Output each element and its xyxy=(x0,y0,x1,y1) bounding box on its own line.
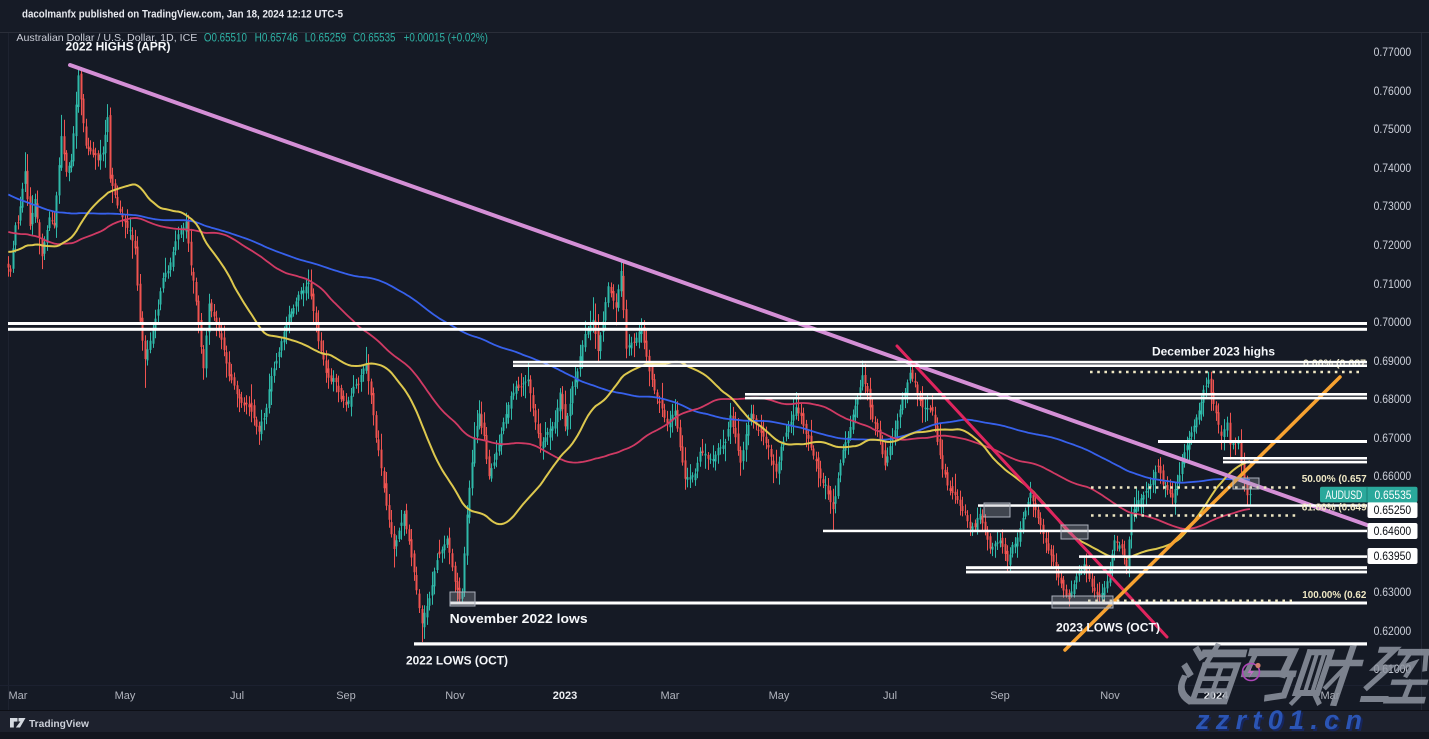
svg-text:Sep: Sep xyxy=(990,690,1010,702)
svg-text:50.00% (0.657: 50.00% (0.657 xyxy=(1302,474,1367,485)
svg-text:0.63950: 0.63950 xyxy=(1374,549,1412,563)
svg-text:May: May xyxy=(115,690,136,702)
svg-text:Mar: Mar xyxy=(661,690,680,702)
svg-text:zzrt01.cn: zzrt01.cn xyxy=(1195,705,1368,735)
svg-text:0.69000: 0.69000 xyxy=(1374,354,1412,368)
svg-text:L0.65259: L0.65259 xyxy=(305,31,347,45)
svg-text:O0.65510: O0.65510 xyxy=(204,31,247,45)
svg-text:Mar: Mar xyxy=(9,690,28,702)
svg-text:Jul: Jul xyxy=(230,690,244,702)
svg-text:Jul: Jul xyxy=(883,690,897,702)
svg-text:0.72000: 0.72000 xyxy=(1374,238,1412,252)
svg-text:+0.00015 (+0.02%): +0.00015 (+0.02%) xyxy=(404,31,488,45)
svg-text:H0.65746: H0.65746 xyxy=(255,31,299,45)
svg-text:0.67000: 0.67000 xyxy=(1374,431,1412,445)
svg-text:2022 HIGHS (APR): 2022 HIGHS (APR) xyxy=(66,42,171,54)
svg-text:Sep: Sep xyxy=(336,690,356,702)
svg-text:December 2023 highs: December 2023 highs xyxy=(1152,345,1275,359)
svg-text:Australian Dollar / U.S. Dolla: Australian Dollar / U.S. Dollar, 1D, ICE xyxy=(16,32,197,44)
svg-text:zzrt01.cn: zzrt01.cn xyxy=(1197,707,1370,737)
svg-text:C0.65535: C0.65535 xyxy=(353,31,396,45)
svg-text:0.65250: 0.65250 xyxy=(1374,503,1412,517)
svg-text:0.64600: 0.64600 xyxy=(1374,524,1412,538)
svg-text:May: May xyxy=(769,690,790,702)
svg-text:Nov: Nov xyxy=(445,690,465,702)
svg-text:0.70000: 0.70000 xyxy=(1374,315,1412,329)
svg-text:TradingView: TradingView xyxy=(29,718,90,730)
svg-text:0.68000: 0.68000 xyxy=(1374,392,1412,406)
svg-text:2022 LOWS (OCT): 2022 LOWS (OCT) xyxy=(406,656,508,668)
svg-text:0.71000: 0.71000 xyxy=(1374,277,1412,291)
svg-text:2023: 2023 xyxy=(553,690,577,702)
svg-text:Nov: Nov xyxy=(1100,690,1120,702)
svg-text:0.66000: 0.66000 xyxy=(1374,469,1412,483)
svg-text:AUDUSD: AUDUSD xyxy=(1326,488,1363,502)
svg-text:2023 LOWS (OCT): 2023 LOWS (OCT) xyxy=(1056,623,1160,635)
svg-text:0.75000: 0.75000 xyxy=(1374,122,1412,136)
svg-text:0.62000: 0.62000 xyxy=(1374,624,1412,638)
svg-text:61.80% (0.649: 61.80% (0.649 xyxy=(1302,503,1367,514)
svg-text:November 2022 lows: November 2022 lows xyxy=(450,612,588,626)
svg-text:0.77000: 0.77000 xyxy=(1374,45,1412,59)
svg-text:0.74000: 0.74000 xyxy=(1374,161,1412,175)
svg-text:0.63000: 0.63000 xyxy=(1374,585,1412,599)
svg-text:0.00% (0.687: 0.00% (0.687 xyxy=(1303,359,1366,370)
svg-text:0.76000: 0.76000 xyxy=(1374,84,1412,98)
svg-text:dacolmanfx published on Tradin: dacolmanfx published on TradingView.com,… xyxy=(22,9,343,21)
svg-text:0.65535: 0.65535 xyxy=(1375,488,1412,502)
svg-text:0.73000: 0.73000 xyxy=(1374,199,1412,213)
svg-text:100.00% (0.62: 100.00% (0.62 xyxy=(1302,590,1366,601)
